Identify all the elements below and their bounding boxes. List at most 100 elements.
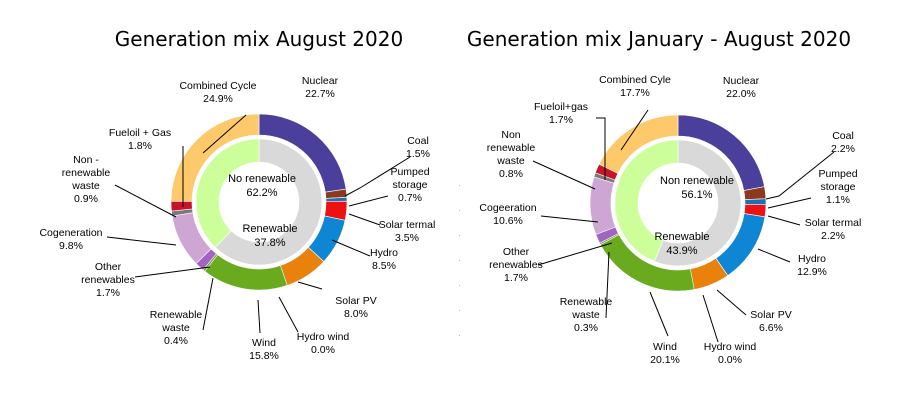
label-coal: Coal 2.2% [831,130,855,155]
label-value: 15.8% [249,350,279,362]
leader-coal [344,156,411,197]
chart-title: Generation mix January - August 2020 [467,27,851,51]
leader-wind [257,299,261,334]
label-value: 22.0% [726,88,756,100]
label-solar-termal: Solar termal 2.2% [805,217,862,242]
label-name-line: Nuclear [723,75,760,87]
label-value: 0.4% [164,335,188,347]
label-value: 0.9% [74,193,98,205]
leader-pumped-storage [348,195,389,207]
label-value: 1.5% [406,148,430,160]
leader-hydro-wind [702,294,719,343]
leader-combined-cyle [620,109,649,151]
donut-rings [170,113,348,291]
label-value: 2.2% [821,230,845,242]
donut-hole [219,162,299,242]
label-solar-pv: Solar PV 6.6% [750,309,791,334]
label-value: 1.7% [549,114,573,126]
slice-labels: No renewable 62.2% Renewable 37.8% Nuclear 22… [39,75,435,362]
leader-renewable-waste [605,251,610,319]
label-value: 24.9% [203,93,233,105]
label-hydro-wind: Hydro wind 0.0% [297,331,350,356]
leader-combined-cycle [202,114,247,154]
leader-lines [532,109,835,343]
label-nuclear: Nuclear 22.7% [302,75,339,100]
label-name-line: Coal [407,135,429,147]
inner-label-non-renewable: Non renewable 56.1% [660,175,734,201]
label-combined-cyle: Combined Cyle 17.7% [599,74,671,99]
label-name-line: Non [501,129,520,141]
label-name-line: Coal [832,130,854,142]
label-name-line: waste [496,155,525,167]
label-coal: Coal 1.5% [406,135,430,160]
inner-label-name: Renewable [242,223,297,235]
label-name-line: Wind [653,341,677,353]
label-name-line: Non - [73,154,99,166]
label-hydro: Hydro 8.5% [370,247,398,272]
label-renewable-waste: Renewable waste 0.3% [560,296,613,334]
label-hydro: Hydro 12.9% [797,253,827,278]
label-value: 0.0% [311,344,335,356]
label-name-line: Combined Cycle [179,80,256,92]
slice-labels: Non renewable 56.1%Renewable 43.9%Nuclear 2… [479,74,861,366]
label-name-line: Wind [252,337,276,349]
label-name-line: Solar termal [805,217,862,229]
leader-cogeeration [540,215,599,223]
label-cogeeration: Cogeeration 10.6% [479,202,536,227]
label-value: 0.7% [398,192,422,204]
leader-renewable-waste [202,277,214,331]
leader-fueloil-gas [596,117,606,180]
separator-dots [459,185,460,336]
label-name-line: Renewable [150,309,203,321]
slice-combined-cyle [598,114,679,174]
label-nuclear: Nuclear 22.0% [723,75,760,100]
label-renewable-waste: Renewable waste 0.4% [150,309,203,347]
label-name-line: storage [820,181,855,193]
label-other-renewables: Other renewables 1.7% [489,246,543,284]
leader-solar-termal [348,213,381,226]
label-pumped-storage: Pumped storage 0.7% [390,166,429,204]
label-name-line: Fueloil+gas [534,101,588,113]
label-name-line: Hydro wind [704,341,757,353]
leader-lines [106,114,411,334]
label-name-line: waste [571,309,600,321]
label-name-line: Hydro [798,253,826,265]
label-wind: Wind 20.1% [650,341,680,366]
leader-solar-pv [716,289,747,316]
leader-non-renewable-waste [114,184,177,218]
label-name-line: waste [161,322,190,334]
chart-title: Generation mix August 2020 [115,27,403,51]
label-value: 1.1% [826,194,850,206]
label-combined-cycle: Combined Cycle 24.9% [179,80,256,105]
inner-label-no-renewable: No renewable 62.2% [228,173,296,199]
label-name-line: renewable [487,142,536,154]
label-name-line: renewables [81,274,135,286]
leader-other-renewables [134,266,211,278]
leader-non-renewable-waste [532,160,596,190]
chart-august-2020: Generation mix August 2020 No renewable 6… [39,27,435,362]
label-value: 22.7% [305,88,335,100]
leader-pumped-storage [767,197,812,209]
label-cogeneration: Cogeneration 9.8% [39,227,102,252]
label-value: 6.6% [759,322,783,334]
label-name-line: Cogeeration [479,202,536,214]
inner-label-value: 62.2% [246,187,277,199]
label-name-line: renewable [62,167,111,179]
label-fueloil-gas: Fueloil + Gas 1.8% [109,127,171,152]
leader-solar-pv [297,281,323,290]
inner-label-renewable: Renewable 37.8% [242,223,297,249]
inner-label-value: 56.1% [681,189,712,201]
leader-solar-termal [767,215,801,226]
label-other-renewables: Other renewables 1.7% [81,261,135,299]
leader-hydro [757,248,791,263]
inner-label-renewable: Renewable 43.9% [654,231,709,257]
label-value: 2.2% [831,143,855,155]
label-name-line: Other [503,246,530,258]
label-name-line: Cogeneration [39,227,102,239]
label-value: 1.8% [128,140,152,152]
label-name-line: Nuclear [302,75,339,87]
label-wind: Wind 15.8% [249,337,279,362]
label-value: 8.5% [372,260,396,272]
inner-label-name: Non renewable [660,175,734,187]
